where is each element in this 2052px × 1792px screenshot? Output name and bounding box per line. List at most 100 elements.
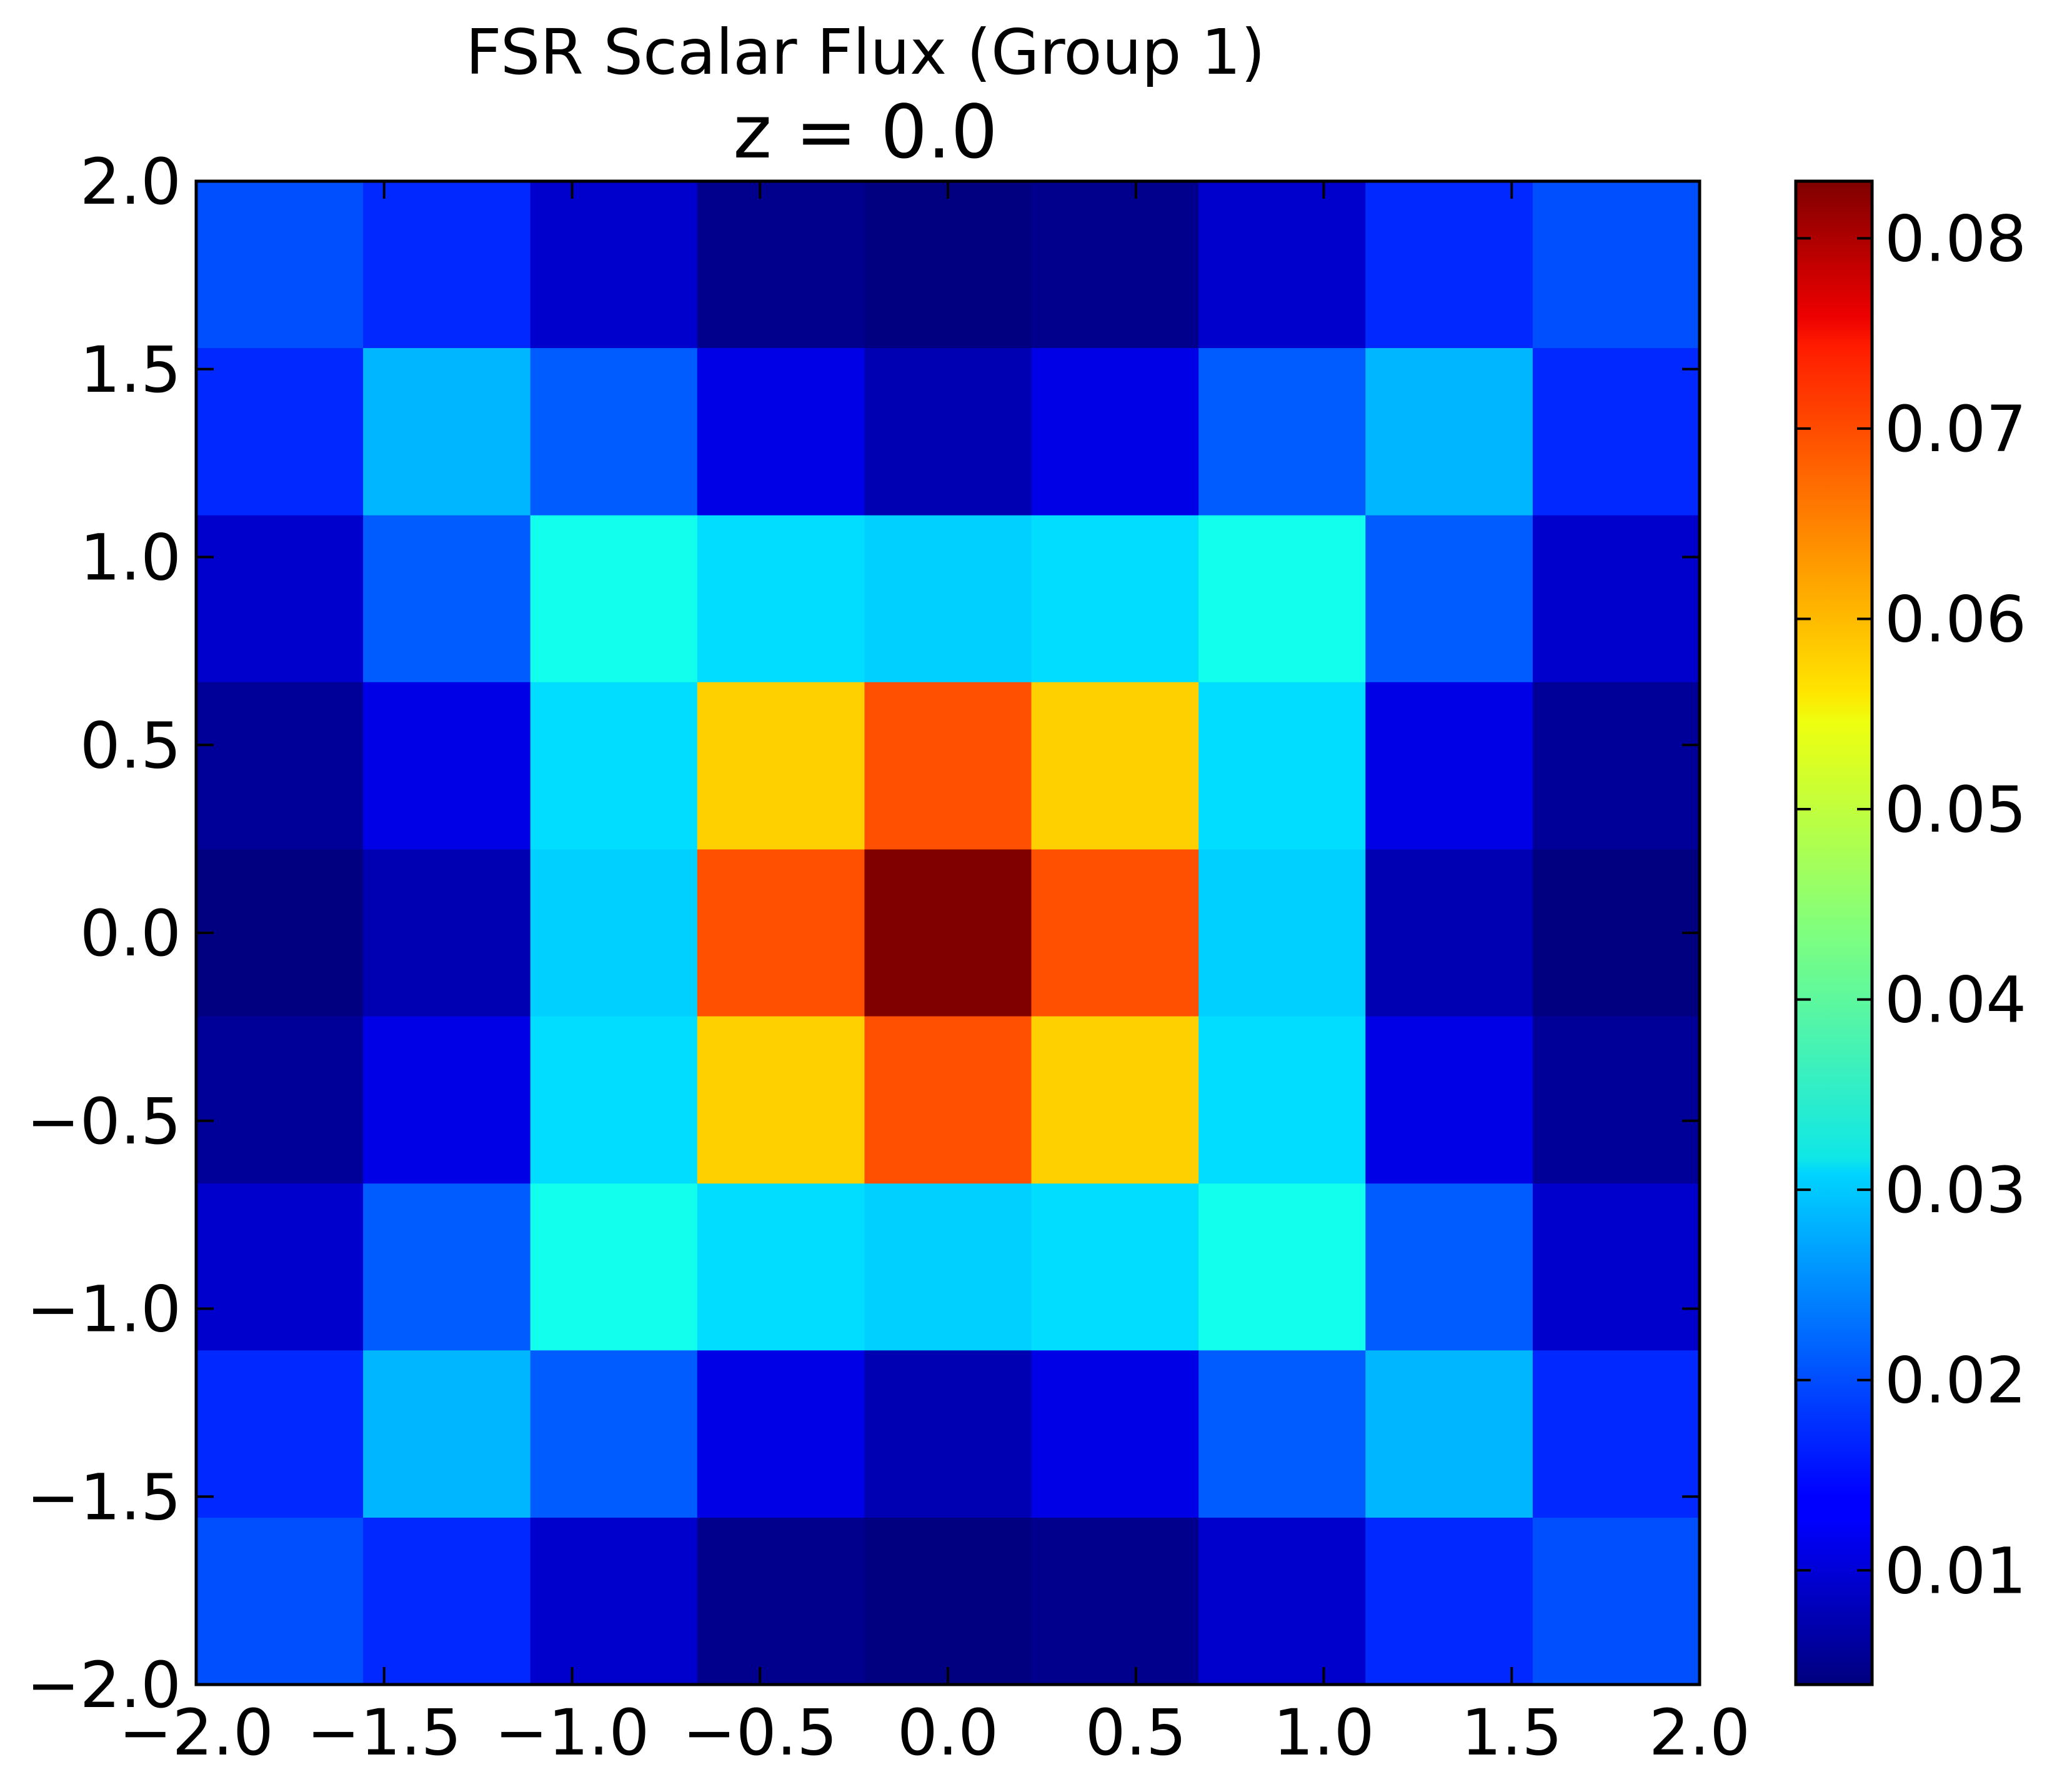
heatmap-cell — [864, 1016, 1032, 1185]
heatmap-cell — [196, 348, 364, 516]
heatmap-cell — [1031, 348, 1200, 516]
y-tick-label: 0.0 — [80, 897, 181, 971]
heatmap-cell — [1365, 1016, 1533, 1185]
heatmap-cell — [530, 1350, 698, 1518]
heatmap-cells — [196, 181, 1700, 1685]
heatmap-cell — [1532, 849, 1700, 1017]
heatmap-cell — [1365, 181, 1533, 349]
y-tick-label: −1.0 — [26, 1273, 181, 1347]
y-tick-label: −1.5 — [26, 1460, 181, 1535]
heatmap-cell — [1198, 1517, 1367, 1685]
x-axis: −2.0 −1.5 −1.0 −0.5 0.0 0.5 1.0 1.5 2.0 — [119, 181, 1750, 1770]
heatmap-cell — [1365, 682, 1533, 850]
heatmap-cell — [1532, 515, 1700, 683]
chart-subtitle: z = 0.0 — [733, 89, 998, 175]
heatmap-cell — [1532, 181, 1700, 349]
heatmap-cell — [864, 682, 1032, 850]
heatmap-cell — [1532, 348, 1700, 516]
heatmap-cell — [1365, 1183, 1533, 1351]
heatmap-cell — [864, 348, 1032, 516]
heatmap-cell — [1031, 1517, 1200, 1685]
heatmap-cell — [697, 1183, 865, 1351]
heatmap-cell — [1198, 181, 1367, 349]
heatmap-cell — [530, 1016, 698, 1185]
y-axis: 2.0 1.5 1.0 0.5 0.0 −0.5 −1.0 −1.5 −2.0 — [26, 145, 1700, 1723]
heatmap-cell — [864, 1183, 1032, 1351]
colorbar-tick-label: 0.04 — [1885, 963, 2026, 1038]
heatmap-cell — [1198, 1016, 1367, 1185]
colorbar-tick-label: 0.07 — [1885, 392, 2026, 467]
heatmap-cell — [196, 1016, 364, 1185]
heatmap-cell — [1532, 1016, 1700, 1185]
colorbar — [1794, 179, 1874, 1686]
heatmap-cell — [363, 682, 531, 850]
heatmap-cell — [1198, 1183, 1367, 1351]
heatmap-cell — [1031, 1016, 1200, 1185]
heatmap-cell — [1198, 1350, 1367, 1518]
heatmap-cell — [864, 1517, 1032, 1685]
heatmap-cell — [196, 1350, 364, 1518]
x-tick-label: 1.0 — [1273, 1696, 1374, 1770]
heatmap-cell — [363, 1517, 531, 1685]
heatmap-cell — [1031, 682, 1200, 850]
colorbar-tick-label: 0.02 — [1885, 1344, 2026, 1418]
heatmap-cell — [1365, 849, 1533, 1017]
heatmap-cell — [196, 682, 364, 850]
heatmap-cell — [697, 1350, 865, 1518]
heatmap-cell — [196, 849, 364, 1017]
heatmap-cell — [1198, 682, 1367, 850]
y-tick-label: 1.0 — [80, 521, 181, 595]
colorbar-tick-label: 0.01 — [1885, 1534, 2026, 1608]
heatmap-cell — [1031, 515, 1200, 683]
heatmap-cell — [864, 849, 1032, 1017]
heatmap-cell — [697, 181, 865, 349]
heatmap-cell — [363, 181, 531, 349]
x-tick-label: −1.5 — [307, 1696, 462, 1770]
heatmap-cell — [697, 348, 865, 516]
x-tick-label: −2.0 — [119, 1696, 274, 1770]
heatmap-cell — [1365, 1517, 1533, 1685]
heatmap-cell — [196, 181, 364, 349]
heatmap-cell — [1532, 682, 1700, 850]
x-tick-label: −1.0 — [495, 1696, 650, 1770]
heatmap-cell — [1532, 1350, 1700, 1518]
y-tick-label: −0.5 — [26, 1085, 181, 1159]
heatmap-cell — [697, 849, 865, 1017]
y-tick-label: 0.5 — [80, 709, 181, 783]
heatmap-cell — [1365, 1350, 1533, 1518]
heatmap-cell — [196, 515, 364, 683]
heatmap-cell — [1198, 515, 1367, 683]
heatmap-cell — [530, 682, 698, 850]
heatmap-cell — [196, 1183, 364, 1351]
chart-title: FSR Scalar Flux (Group 1) — [466, 16, 1265, 89]
y-tick-label: 1.5 — [80, 333, 181, 407]
heatmap-cell — [363, 1016, 531, 1185]
heatmap-cell — [864, 515, 1032, 683]
heatmap-cell — [363, 1183, 531, 1351]
heatmap-cell — [530, 181, 698, 349]
x-tick-label: 1.5 — [1461, 1696, 1562, 1770]
heatmap-cell — [530, 1183, 698, 1351]
heatmap-cell — [1198, 348, 1367, 516]
heatmap-cell — [363, 515, 531, 683]
heatmap-cell — [1365, 515, 1533, 683]
heatmap-cell — [363, 849, 531, 1017]
heatmap-cell — [530, 515, 698, 683]
heatmap-cell — [530, 1517, 698, 1685]
heatmap-cell — [530, 348, 698, 516]
heatmap-cell — [697, 515, 865, 683]
heatmap-cell — [363, 348, 531, 516]
colorbar-tick-label: 0.08 — [1885, 202, 2026, 276]
heatmap-cell — [1031, 181, 1200, 349]
heatmap-cell — [1031, 1350, 1200, 1518]
heatmap-cell — [864, 181, 1032, 349]
heatmap-cell — [196, 1517, 364, 1685]
heatmap-cell — [1031, 849, 1200, 1017]
heatmap-cell — [1532, 1183, 1700, 1351]
x-tick-label: 0.5 — [1085, 1696, 1187, 1770]
colorbar-axis: 0.08 0.07 0.06 0.05 0.04 0.03 0.02 0.01 — [1796, 202, 2026, 1608]
heatmap-cell — [864, 1350, 1032, 1518]
heatmap-cell — [697, 682, 865, 850]
x-tick-label: −0.5 — [682, 1696, 837, 1770]
